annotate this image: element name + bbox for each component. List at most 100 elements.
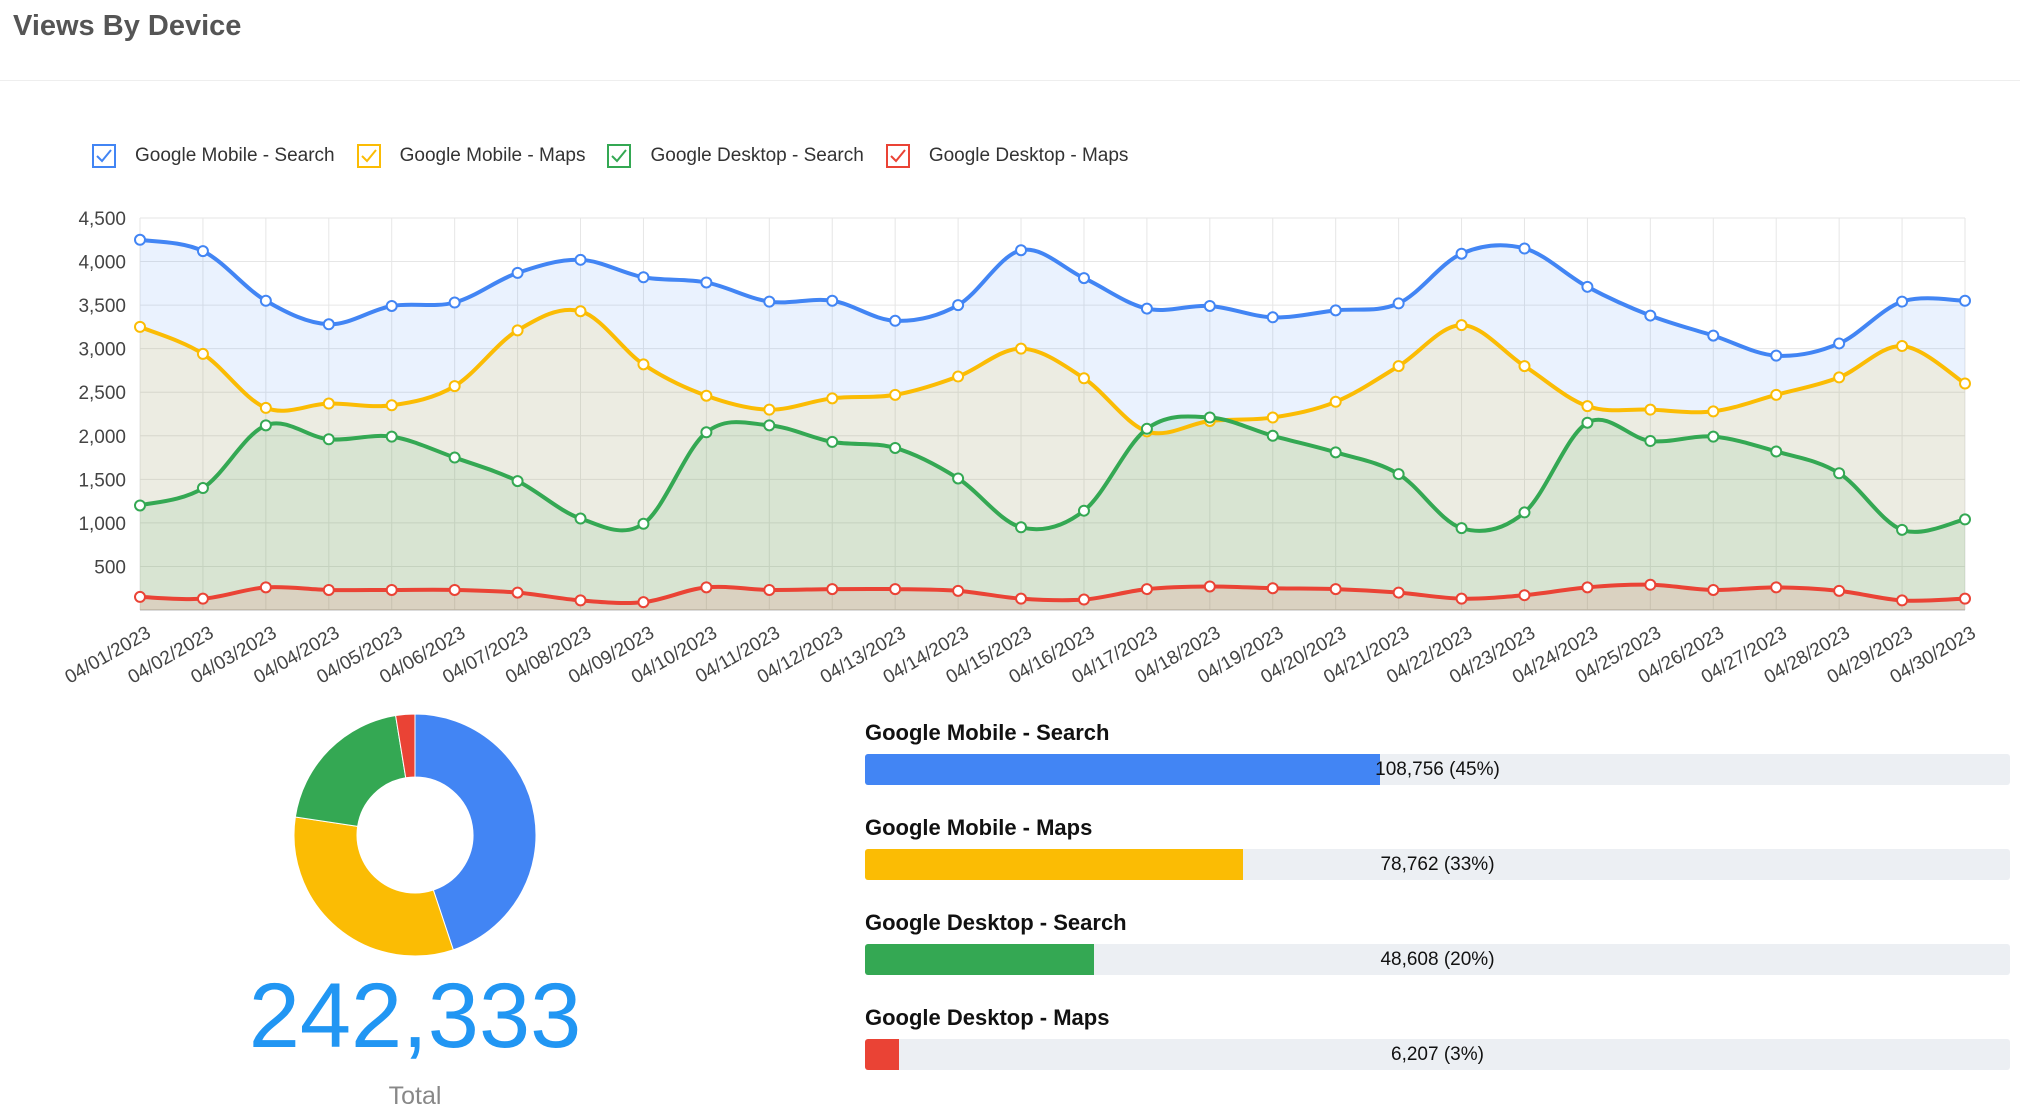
data-point xyxy=(1833,337,1846,350)
data-point xyxy=(1959,294,1971,307)
data-point xyxy=(574,594,587,607)
data-point xyxy=(1455,522,1468,535)
progress-bar: 78,762 (33%) xyxy=(865,849,2010,880)
data-point xyxy=(574,512,587,525)
data-point xyxy=(1077,593,1090,606)
y-tick-label: 4,000 xyxy=(78,253,126,274)
data-point xyxy=(1077,504,1090,517)
data-point xyxy=(1518,589,1531,602)
data-point xyxy=(511,475,524,488)
y-tick-label: 1,500 xyxy=(78,470,126,491)
data-point xyxy=(952,584,965,597)
legend-label: Google Mobile - Search xyxy=(135,145,335,166)
data-point xyxy=(1392,360,1405,373)
data-point xyxy=(889,388,902,401)
data-point xyxy=(763,295,776,308)
data-point xyxy=(1266,311,1279,324)
data-point xyxy=(574,253,587,266)
total-value: 242,333 xyxy=(248,965,582,1067)
y-tick-label: 1,000 xyxy=(78,514,126,535)
data-point xyxy=(259,294,272,307)
data-point xyxy=(259,419,272,432)
data-point xyxy=(1329,446,1342,459)
data-point xyxy=(1140,302,1153,315)
data-point xyxy=(1015,342,1028,355)
checkbox-icon[interactable] xyxy=(356,144,381,168)
donut-slice-0 xyxy=(414,713,537,951)
data-point xyxy=(1266,429,1279,442)
checkbox-icon[interactable] xyxy=(607,144,632,168)
data-point xyxy=(1518,360,1531,373)
data-point xyxy=(385,430,398,443)
data-point xyxy=(1833,584,1846,597)
data-point xyxy=(322,318,335,331)
data-point xyxy=(1644,309,1657,322)
data-point xyxy=(134,499,146,512)
data-point xyxy=(637,596,650,609)
data-point xyxy=(1455,319,1468,332)
legend-item-mobile-maps[interactable]: Google Mobile - Maps xyxy=(356,144,585,168)
data-point xyxy=(1392,586,1405,599)
data-point xyxy=(1266,411,1279,424)
data-point xyxy=(637,517,650,530)
breakdown-value: 108,756 (45%) xyxy=(1375,759,1500,780)
data-point xyxy=(763,583,776,596)
data-point xyxy=(1770,349,1783,362)
data-point xyxy=(1707,583,1720,596)
checkbox-icon[interactable] xyxy=(92,144,116,168)
data-point xyxy=(134,590,146,603)
breakdown-label: Google Mobile - Maps xyxy=(865,815,1093,840)
data-point xyxy=(1581,416,1594,429)
progress-bar: 48,608 (20%) xyxy=(865,944,2010,975)
data-point xyxy=(385,299,398,312)
data-point xyxy=(448,380,461,393)
data-point xyxy=(196,482,209,495)
data-point xyxy=(826,435,839,448)
y-tick-label: 4,500 xyxy=(78,209,126,230)
data-point xyxy=(826,583,839,596)
series-area-3 xyxy=(140,584,1965,610)
data-point xyxy=(1329,583,1342,596)
series-area-2 xyxy=(140,416,1965,610)
data-point xyxy=(1581,280,1594,293)
legend-item-desktop-search[interactable]: Google Desktop - Search xyxy=(607,144,864,168)
data-point xyxy=(1140,583,1153,596)
legend-item-mobile-search[interactable]: Google Mobile - Search xyxy=(92,144,335,168)
data-point xyxy=(196,347,209,360)
data-point xyxy=(700,581,713,594)
views-line-chart: 4,500 4,000 3,500 3,000 2,500 2,000 1,500 1,000… xyxy=(62,209,1980,688)
breakdown-row-desktop-maps: Google Desktop - Maps 6,207 (3%) xyxy=(865,1003,2010,1098)
checkbox-icon[interactable] xyxy=(885,144,910,168)
breakdown-label: Google Desktop - Search xyxy=(865,910,1127,935)
data-point xyxy=(700,426,713,439)
series-area-1 xyxy=(140,309,1965,610)
data-point xyxy=(1203,299,1216,312)
data-point xyxy=(322,583,335,596)
y-tick-label: 2,000 xyxy=(78,427,126,448)
data-point xyxy=(1455,592,1468,605)
data-point xyxy=(1266,582,1279,595)
progress-fill xyxy=(865,1039,900,1070)
data-point xyxy=(1455,247,1468,260)
breakdown-row-mobile-maps: Google Mobile - Maps 78,762 (33%) xyxy=(865,813,2010,908)
y-tick-label: 3,000 xyxy=(78,340,126,361)
data-point xyxy=(1140,422,1153,435)
legend-item-desktop-maps[interactable]: Google Desktop - Maps xyxy=(885,144,1129,168)
data-point xyxy=(1770,581,1783,594)
breakdown-value: 6,207 (3%) xyxy=(1391,1044,1484,1065)
chart-legend: Google Mobile - Search Google Mobile - M… xyxy=(92,144,1150,168)
breakdown-value: 78,762 (33%) xyxy=(1380,854,1495,875)
data-point xyxy=(763,403,776,416)
data-point xyxy=(196,592,209,605)
progress-bar: 108,756 (45%) xyxy=(865,754,2010,785)
data-point xyxy=(1203,580,1216,593)
data-point xyxy=(1896,340,1909,353)
data-point xyxy=(259,581,272,594)
donut-slice-3 xyxy=(395,713,416,779)
data-point xyxy=(1959,513,1971,526)
data-point xyxy=(952,370,965,383)
data-point xyxy=(511,266,524,279)
legend-label: Google Desktop - Maps xyxy=(928,145,1129,166)
data-point xyxy=(1959,592,1971,605)
breakdown-row-desktop-search: Google Desktop - Search 48,608 (20%) xyxy=(865,908,2010,1003)
